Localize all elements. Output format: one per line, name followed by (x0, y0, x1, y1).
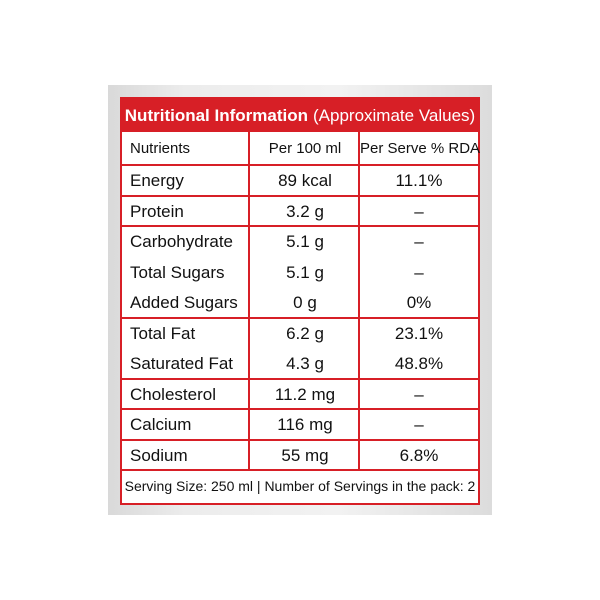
row-group: Calcium 116 mg – (122, 410, 478, 441)
rda-percent: – (414, 232, 424, 251)
column-header: Per 100 ml (268, 140, 342, 157)
nutrient-name: Sodium (130, 445, 188, 465)
nutrient-name: Saturated Fat (130, 354, 234, 373)
per-100ml: 55 mg (281, 445, 329, 465)
nutrient-name: Carbohydrate (130, 232, 234, 251)
per-100ml: 5.1 g (286, 232, 324, 251)
column-divider (248, 132, 250, 470)
header-row: Nutrients Per 100 ml Per Serve % RDA (122, 132, 481, 166)
per-100ml: 89 kcal (278, 171, 332, 190)
nutrient-name: Added Sugars (130, 293, 238, 312)
row-group: Protein 3.2 g – (122, 197, 478, 227)
per-100ml: 0 g (293, 293, 317, 312)
per-100ml: 11.2 mg (274, 384, 336, 404)
nutrient-name: Energy (130, 171, 184, 190)
rda-percent: – (414, 384, 424, 404)
rda-percent: 6.8% (399, 445, 439, 465)
per-100ml: 116 mg (277, 415, 333, 434)
rda-percent: – (414, 415, 424, 434)
per-100ml: 4.3 g (286, 354, 324, 373)
rda-percent: – (414, 262, 424, 282)
nutrient-name: Total Fat (130, 323, 196, 343)
nutrient-name: Calcium (130, 415, 192, 434)
column-divider (358, 132, 360, 470)
per-100ml: 6.2 g (286, 323, 324, 343)
per-100ml: 3.2 g (286, 201, 324, 221)
per-100ml: 5.1 g (286, 262, 324, 282)
nutrition-label: Nutritional Information (Approximate Val… (120, 97, 480, 505)
subtitle: (Approximate Values) (313, 105, 476, 125)
row-group: Carbohydrate 5.1 g – Total Sugars 5.1 g – Adde… (122, 227, 478, 319)
nutrient-name: Cholesterol (130, 384, 216, 404)
title: Nutritional Information (124, 105, 308, 125)
column-header: Per Serve % RDA (360, 140, 481, 157)
rda-percent: 23.1% (394, 323, 444, 343)
column-header: Nutrients (130, 140, 191, 157)
rda-percent: 48.8% (394, 354, 444, 373)
row-group: Cholesterol 11.2 mg – (122, 380, 478, 410)
rda-percent: 11.1% (395, 171, 443, 190)
row-group: Total Fat 6.2 g 23.1% Saturated Fat 4.3 g 48.… (122, 319, 478, 380)
row-group: Energy 89 kcal 11.1% (122, 166, 478, 197)
rda-percent: – (414, 201, 424, 221)
row-group: Sodium 55 mg 6.8% (122, 441, 478, 471)
serving-info: Serving Size: 250 ml | Number of Serving… (124, 478, 476, 494)
rda-percent: 0% (406, 293, 432, 312)
nutrient-name: Protein (130, 201, 184, 221)
nutrient-name: Total Sugars (130, 262, 225, 282)
title-bar: Nutritional Information (Approximate Val… (122, 99, 478, 132)
